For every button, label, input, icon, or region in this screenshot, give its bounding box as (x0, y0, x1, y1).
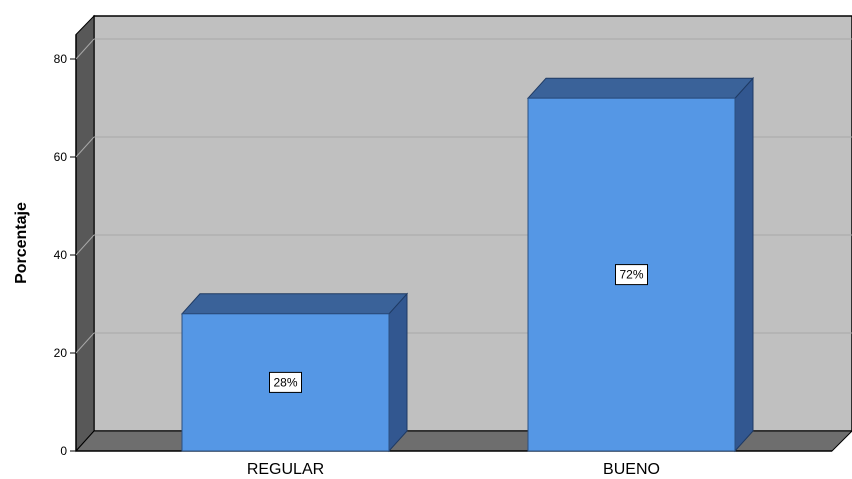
bar-side (734, 76, 754, 453)
y-axis-ticks: 0 20 40 60 80 (54, 52, 76, 458)
data-label: 28% (273, 375, 297, 389)
gridline-diag (75, 136, 95, 158)
gridline-diag (75, 332, 95, 354)
x-tick-label: BUENO (603, 461, 660, 478)
x-tick-label: REGULAR (247, 461, 324, 478)
left-wall (75, 14, 95, 453)
y-tick-label: 60 (54, 150, 68, 164)
y-tick-label: 80 (54, 52, 68, 66)
x-axis-labels: REGULAR BUENO (247, 461, 660, 478)
bar-top (526, 77, 755, 99)
bar-side (388, 292, 408, 453)
bar-bueno: 72% (526, 76, 755, 453)
y-tick-label: 20 (54, 346, 68, 360)
y-tick-label: 40 (54, 248, 68, 262)
y-axis-label: Porcentaje (13, 202, 30, 284)
data-label: 72% (619, 268, 643, 282)
y-tick-label: 0 (60, 444, 67, 458)
data-label-box (615, 264, 648, 286)
bar-top (180, 293, 409, 315)
bars: 28% 72% (180, 76, 755, 453)
data-label-box (269, 371, 302, 393)
gridline-diag (75, 234, 95, 256)
bar-regular: 28% (180, 292, 409, 453)
gridline-diag (75, 38, 95, 60)
